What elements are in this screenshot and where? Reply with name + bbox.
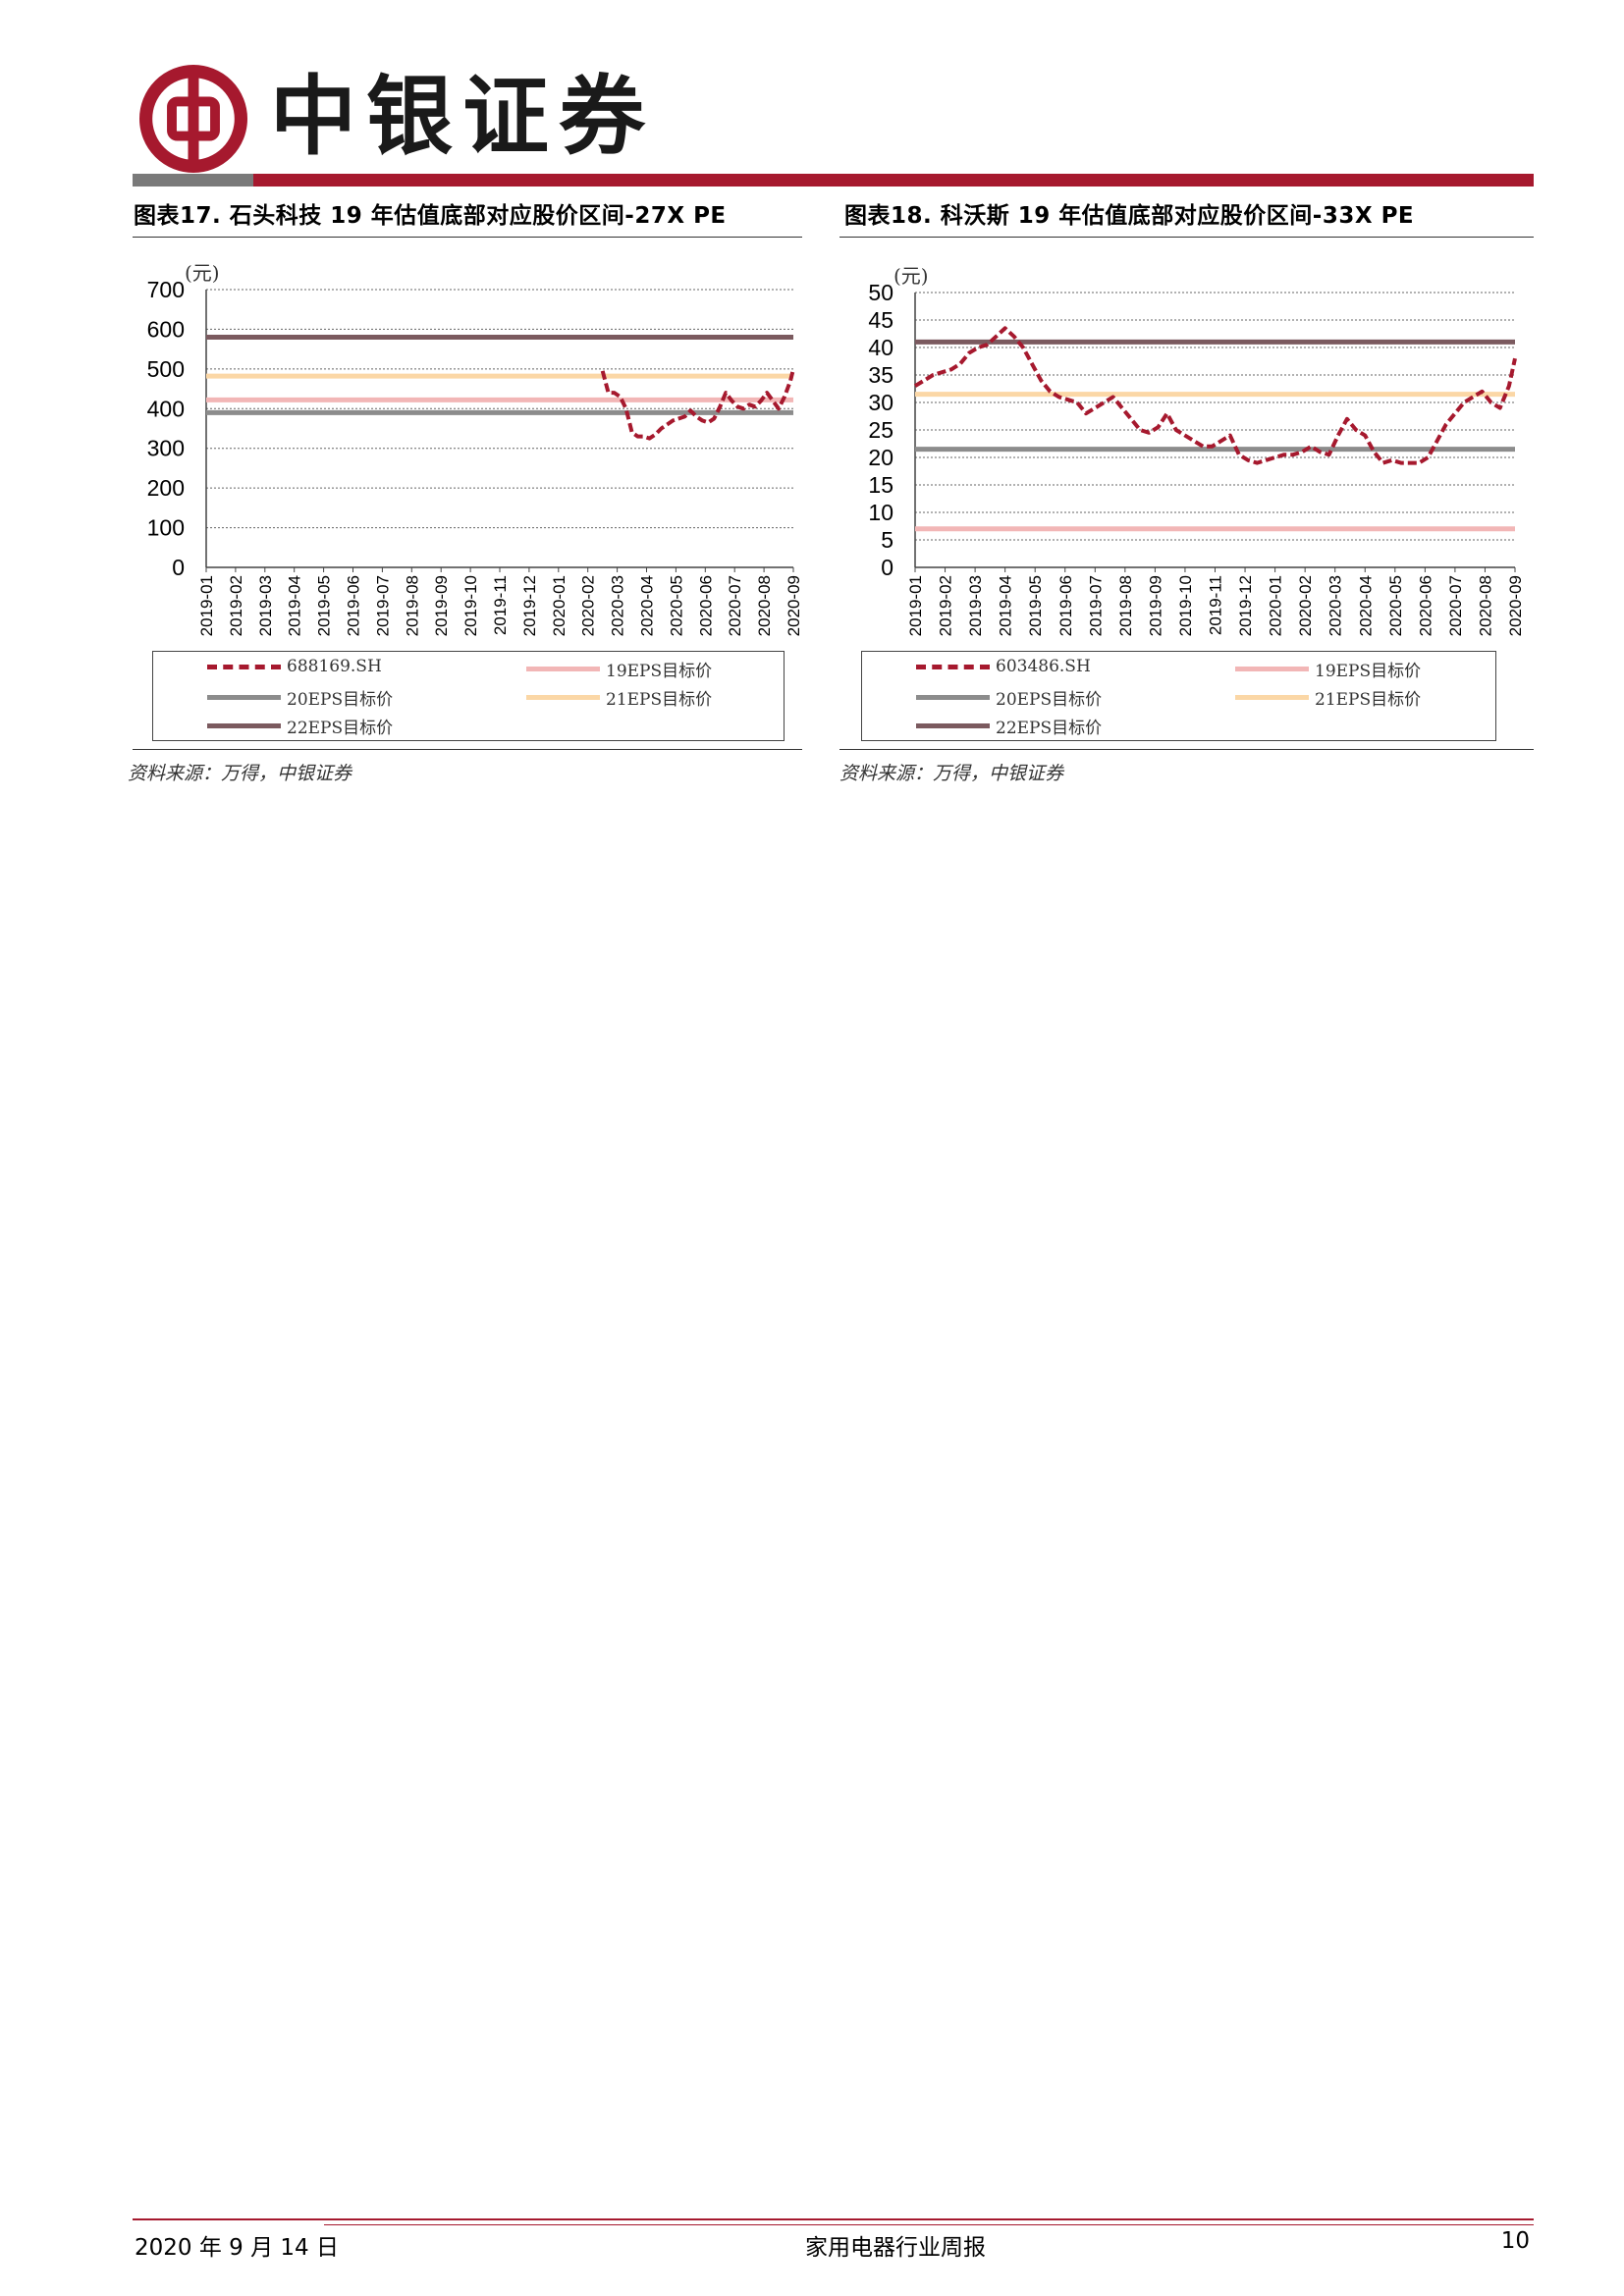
y-tick-label: 35 [868,362,893,388]
x-tick-label: 2020-09 [785,575,803,636]
x-tick-label: 2019-07 [1086,575,1105,636]
y-tick-label: 600 [147,316,185,342]
x-tick-label: 2019-04 [997,575,1015,636]
y-tick-label: 40 [868,335,893,360]
x-tick-label: 2020-05 [667,575,685,636]
x-tick-label: 2019-11 [1207,575,1225,635]
y-tick-label: 300 [147,436,185,461]
chart-title: 图表18. 科沃斯 19 年估值底部对应股价区间-33X PE [844,203,1415,229]
y-tick-label: 200 [147,475,185,501]
x-tick-label: 2019-01 [906,575,925,636]
y-tick-label: 30 [868,390,893,415]
header-bar-grey [133,174,253,187]
x-tick-label: 2020-03 [1326,575,1345,636]
x-tick-label: 2019-06 [345,575,363,636]
title-rule [133,237,802,238]
x-tick-label: 2019-08 [1116,575,1135,636]
x-tick-label: 2019-02 [227,575,245,636]
y-unit-label: (元) [185,261,220,285]
y-tick-label: 700 [147,277,185,302]
x-tick-label: 2019-04 [286,575,304,636]
x-tick-label: 2019-01 [197,575,216,636]
x-tick-label: 2020-02 [1296,575,1315,636]
chart-source: 资料来源：万得，中银证券 [839,763,1064,784]
x-tick-label: 2019-06 [1056,575,1075,636]
y-tick-label: 25 [868,417,893,443]
x-tick-label: 2020-06 [696,575,715,636]
x-tick-label: 2019-09 [1146,575,1164,636]
page-number: 10 [1500,2228,1530,2254]
title-rule [839,237,1534,238]
footer-rule-thin [324,2224,1534,2225]
x-tick-label: 2020-07 [726,575,744,636]
x-tick-label: 2019-03 [966,575,985,636]
y-unit-label: (元) [893,264,929,288]
x-tick-label: 2020-08 [1476,575,1494,636]
footer-report-title: 家用电器行业周报 [805,2235,986,2261]
y-tick-label: 400 [147,396,185,421]
y-tick-label: 15 [868,472,893,498]
legend-item: 603486.SH [916,657,1091,676]
chart-plot: (元) 0 100 200 300 400 500 600 700 2019-01 2019-02 2… [147,261,803,636]
x-tick-label: 2020-09 [1506,575,1525,636]
chart-title: 图表17. 石头科技 19 年估值底部对应股价区间-27X PE [134,203,727,229]
x-tick-label: 2019-05 [1026,575,1045,636]
y-tick-label: 10 [868,500,893,525]
y-tick-label: 45 [868,307,893,333]
x-tick-label: 2020-07 [1446,575,1465,636]
legend-item: 688169.SH [207,657,382,676]
x-tick-label: 2019-05 [315,575,334,636]
chart-legend: 603486.SH 19EPS目标价 20EPS目标价 21EPS目标价 22E… [861,651,1496,741]
source-rule [133,749,802,750]
x-tick-label: 2019-11 [491,575,510,635]
header-bar-red [253,174,1534,187]
x-tick-label: 2019-09 [432,575,451,636]
x-tick-label: 2020-01 [1267,575,1285,636]
y-tick-label: 0 [172,555,185,580]
legend-item: 22EPS目标价 [207,714,393,738]
y-tick-label: 100 [147,515,185,541]
price-series-line [913,326,1517,465]
legend-item: 22EPS目标价 [916,714,1102,738]
x-tick-label: 2019-12 [520,575,539,636]
x-tick-label: 2019-12 [1236,575,1255,636]
x-tick-label: 2020-04 [1356,575,1375,636]
chart-source: 资料来源：万得，中银证券 [128,763,352,784]
x-tick-label: 2019-07 [373,575,392,636]
x-tick-label: 2020-04 [638,575,657,636]
x-tick-label: 2020-03 [609,575,627,636]
legend-item: 19EPS目标价 [526,657,712,681]
bank-of-china-logo [139,65,247,173]
footer-date: 2020 年 9 月 14 日 [135,2235,339,2261]
legend-item: 21EPS目标价 [526,685,712,710]
x-tick-label: 2019-08 [403,575,421,636]
legend-item: 20EPS目标价 [207,685,393,710]
x-tick-label: 2019-03 [256,575,275,636]
x-tick-label: 2020-02 [579,575,598,636]
brand-name: 中银证券 [270,65,656,167]
y-tick-label: 500 [147,356,185,382]
x-tick-label: 2019-10 [1176,575,1195,636]
x-tick-label: 2019-10 [461,575,480,636]
legend-item: 19EPS目标价 [1235,657,1421,681]
chart-legend: 688169.SH 19EPS目标价 20EPS目标价 21EPS目标价 22E… [152,651,785,741]
legend-item: 20EPS目标价 [916,685,1102,710]
y-tick-label: 5 [881,527,893,553]
x-tick-label: 2020-05 [1386,575,1405,636]
y-tick-label: 20 [868,445,893,470]
x-tick-label: 2019-02 [937,575,955,636]
x-tick-label: 2020-06 [1416,575,1435,636]
footer-rule [133,2218,1534,2220]
source-rule [839,749,1534,750]
x-tick-label: 2020-08 [755,575,774,636]
y-tick-label: 0 [881,555,893,580]
y-tick-label: 50 [868,280,893,305]
price-series-line [600,368,795,441]
x-tick-label: 2020-01 [550,575,568,636]
legend-item: 21EPS目标价 [1235,685,1421,710]
